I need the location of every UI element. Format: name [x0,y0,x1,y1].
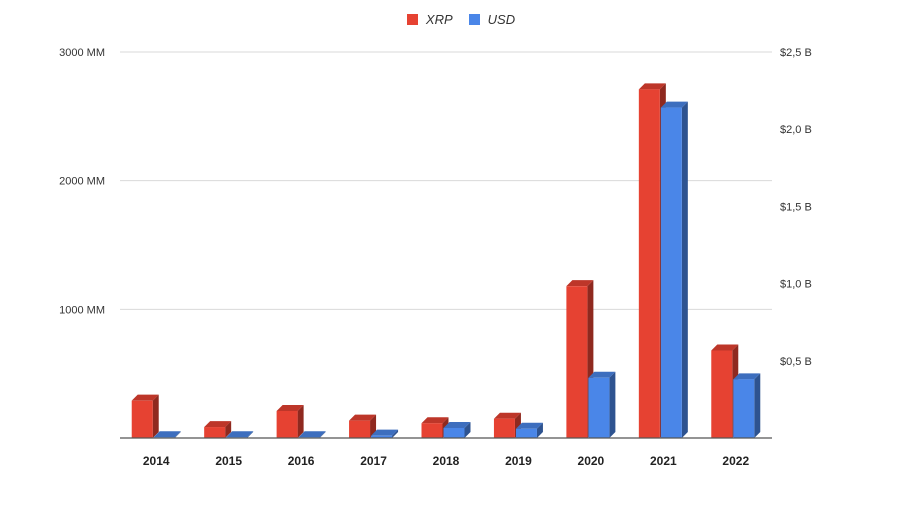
bar-xrp-top [131,394,159,401]
bar-xrp-top [349,414,377,421]
bar-usd-top [226,431,254,438]
bar-usd-top [443,421,471,428]
bar-usd [588,377,610,438]
bar-usd [660,107,682,439]
x-tick-label: 2021 [650,454,677,468]
y-right-tick-label: $2,0 B [780,124,812,136]
legend-label-xrp: XRP [425,12,453,27]
x-tick-label: 2018 [433,454,460,468]
legend: XRP USD [0,12,922,27]
y-right-tick-label: $1,0 B [780,279,812,291]
bar-xrp [204,427,226,438]
x-tick-label: 2015 [215,454,242,468]
bar-xrp-side [297,404,304,438]
bar-xrp-top [421,417,449,424]
bar-usd-top [515,422,543,429]
x-tick-label: 2020 [578,454,605,468]
bar-xrp-side [152,394,159,438]
bar-xrp-top [204,421,232,428]
legend-swatch-usd [468,14,480,25]
y-left-tick-label: 1000 MM [59,304,105,316]
bar-xrp [711,350,733,438]
bar-usd [371,435,393,438]
bar-usd-side [464,421,471,438]
bar-usd-top [660,101,688,108]
x-tick-label: 2016 [288,454,315,468]
bar-xrp-top [711,344,739,351]
bar-xrp [493,418,515,438]
bar-xrp [276,410,298,438]
legend-label-usd: USD [487,12,516,27]
bar-xrp-top [638,83,666,90]
bar-usd [443,427,465,438]
x-tick-label: 2017 [360,454,387,468]
bar-usd [515,428,537,438]
bar-usd-top [588,371,616,378]
bar-usd-side [754,373,761,438]
x-tick-label: 2014 [143,454,170,468]
bar-xrp-top [276,404,304,411]
bar-xrp-side [225,421,232,438]
x-tick-label: 2019 [505,454,532,468]
bar-usd-side [681,101,688,439]
bar-xrp [131,400,153,438]
bar-usd-side [174,431,181,438]
y-right-tick-label: $1,5 B [780,201,812,213]
y-right-tick-label: $2,5 B [780,47,812,59]
y-right-tick-label: $0,5 B [780,356,812,368]
bar-usd-top [153,431,181,438]
bar-xrp [566,286,588,438]
bar-usd-top [733,373,761,380]
x-tick-label: 2022 [722,454,749,468]
legend-item-usd[interactable]: USD [468,12,516,27]
bar-xrp-top [566,280,594,287]
legend-item-xrp[interactable]: XRP [406,12,453,27]
bar-xrp [421,423,443,438]
bar-usd-top [371,429,399,436]
y-left-tick-label: 2000 MM [59,176,105,188]
bar-usd-side [536,422,543,438]
y-left-tick-label: 3000 MM [59,47,105,59]
bar-usd [733,379,755,438]
bar-usd-side [609,371,616,438]
bar-xrp [638,89,660,439]
bar-xrp [349,420,371,438]
bar-usd-side [319,431,326,438]
bar-xrp-top [493,412,521,419]
bar-usd-side [247,431,254,438]
bar-usd-top [298,431,326,438]
bar-usd-side [392,429,399,438]
legend-swatch-xrp [406,14,418,25]
bar-xrp-side [370,414,377,438]
